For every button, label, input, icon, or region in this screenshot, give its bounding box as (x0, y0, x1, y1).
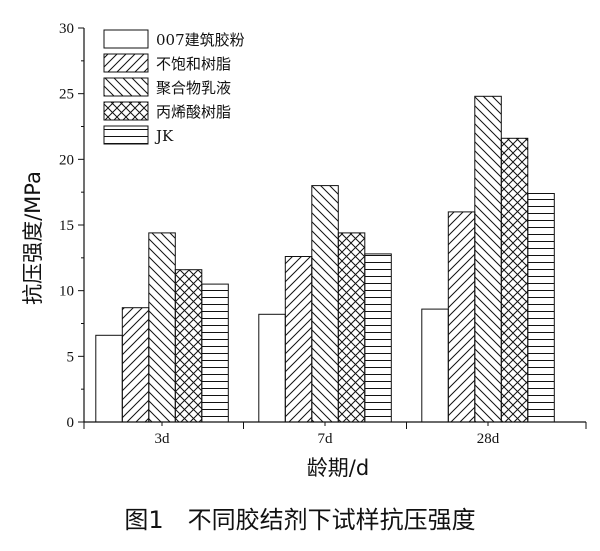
legend-label: 丙烯酸树脂 (156, 103, 231, 121)
bar-28d-series-2 (447, 211, 476, 423)
x-tick-label: 28d (477, 431, 500, 447)
bar-7d-series-1 (258, 313, 286, 423)
bar-3d-series-1 (95, 334, 123, 423)
bar-3d-series-4 (174, 269, 203, 423)
legend-label: JK (154, 127, 174, 145)
bar-3d-series-5 (201, 283, 229, 423)
legend-swatch (103, 77, 149, 97)
y-tick-label: 30 (59, 21, 74, 37)
y-tick-label: 0 (67, 415, 75, 431)
x-tick-label: 3d (155, 431, 171, 447)
legend-swatch (103, 53, 149, 73)
legend-label: 不饱和树脂 (156, 55, 231, 73)
y-tick-label: 10 (59, 284, 74, 300)
bar-28d-series-3 (474, 95, 502, 423)
bar-3d-series-3 (148, 232, 176, 423)
legend-label: 007建筑胶粉 (156, 31, 245, 49)
y-tick-label: 25 (59, 87, 74, 103)
bar-7d-series-3 (311, 185, 339, 423)
bar-7d-series-4 (337, 232, 366, 423)
bars-layer (95, 95, 555, 423)
bar-3d-series-2 (121, 307, 150, 423)
bar-7d-series-2 (284, 256, 313, 423)
legend-label: 聚合物乳液 (156, 79, 231, 97)
x-tick-label: 7d (318, 431, 334, 447)
bar-28d-series-5 (527, 193, 555, 423)
y-tick-label: 5 (67, 349, 75, 365)
legend-swatch (103, 29, 149, 49)
axes-layer: 0 5 10 15 20 25 30 3d 7d 28d (59, 21, 587, 447)
y-tick-label: 15 (59, 218, 74, 234)
bar-7d-series-5 (364, 253, 392, 423)
bar-28d-series-4 (500, 137, 529, 423)
x-axis-title: 龄期/d (307, 456, 369, 480)
y-tick-label: 20 (59, 152, 74, 168)
legend-swatch (103, 125, 149, 145)
figure-caption: 图1 不同胶结剂下试样抗压强度 (124, 506, 475, 534)
bar-28d-series-1 (421, 308, 449, 423)
y-axis-title: 抗压强度/MPa (21, 171, 45, 305)
legend-swatch (103, 101, 149, 121)
